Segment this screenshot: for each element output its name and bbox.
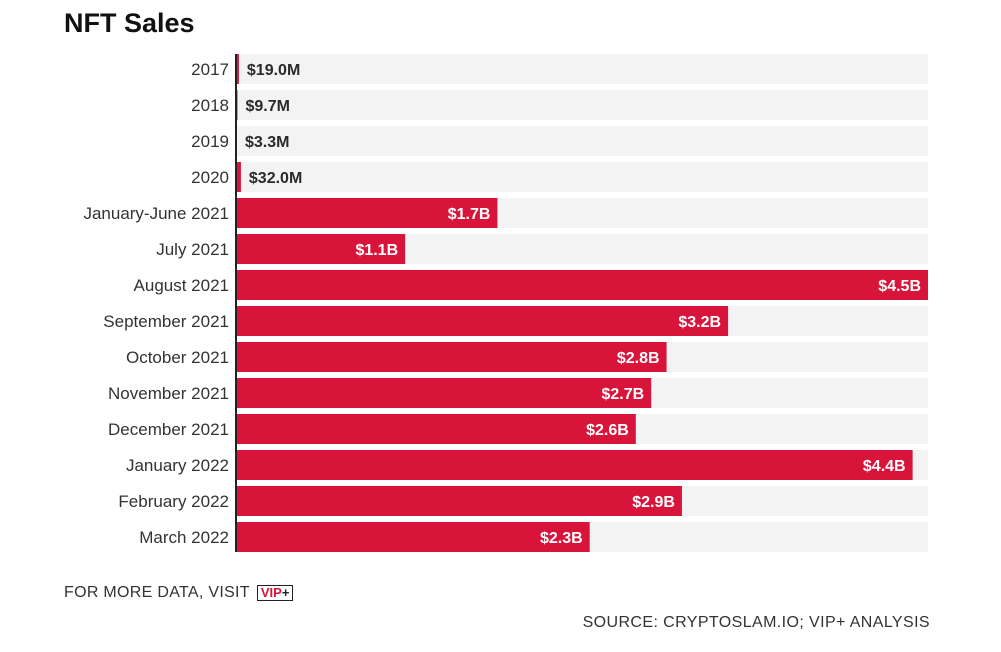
value-label: $1.7B xyxy=(448,206,491,223)
value-label: $2.7B xyxy=(601,386,644,403)
bar xyxy=(236,54,239,84)
value-label: $19.0M xyxy=(247,62,300,79)
category-label: February 2022 xyxy=(118,492,229,511)
category-label: 2017 xyxy=(191,60,229,79)
bar xyxy=(236,414,636,444)
bar xyxy=(236,378,652,408)
chart-title: NFT Sales xyxy=(64,8,195,38)
bar xyxy=(236,486,682,516)
vip-logo-plus: + xyxy=(281,585,290,600)
bar xyxy=(236,450,913,480)
bar-track xyxy=(236,162,928,192)
more-data-note: FOR MORE DATA, VISIT VIP + xyxy=(64,584,294,602)
bar-chart: 2017 $19.0M 2018 $9.7M 2019 $3.3M 2020 $32.0M Ja… xyxy=(83,54,928,552)
category-label: 2019 xyxy=(191,132,229,151)
bar-track xyxy=(236,54,928,84)
source-note: SOURCE: CRYPTOSLAM.IO; VIP+ ANALYSIS xyxy=(582,614,930,631)
category-label: October 2021 xyxy=(126,348,229,367)
vip-logo-text: VIP xyxy=(260,585,282,600)
category-label: January-June 2021 xyxy=(83,204,229,223)
value-label: $2.3B xyxy=(540,530,583,547)
bar xyxy=(236,162,241,192)
category-label: November 2021 xyxy=(108,384,229,403)
category-label: 2020 xyxy=(191,168,229,187)
bar xyxy=(236,342,667,372)
category-label: August 2021 xyxy=(134,276,229,295)
bar xyxy=(236,306,729,336)
value-label: $2.8B xyxy=(617,350,660,367)
category-label: March 2022 xyxy=(139,528,229,547)
category-label: 2018 xyxy=(191,96,229,115)
bar xyxy=(236,522,590,552)
bar-track xyxy=(236,90,928,120)
value-label: $2.9B xyxy=(632,494,675,511)
bar xyxy=(236,270,928,300)
more-data-text: FOR MORE DATA, VISIT xyxy=(64,584,250,601)
bar-track xyxy=(236,126,928,156)
value-label: $3.2B xyxy=(678,314,721,331)
value-label: $3.3M xyxy=(245,134,289,151)
value-label: $1.1B xyxy=(355,242,398,259)
value-label: $4.5B xyxy=(878,278,921,295)
vip-plus-logo[interactable]: VIP + xyxy=(256,585,294,601)
value-label: $2.6B xyxy=(586,422,629,439)
bar xyxy=(236,198,498,228)
value-label: $9.7M xyxy=(245,98,289,115)
value-label: $32.0M xyxy=(249,170,302,187)
category-label: July 2021 xyxy=(156,240,229,259)
category-label: December 2021 xyxy=(108,420,229,439)
category-label: September 2021 xyxy=(103,312,229,331)
value-label: $4.4B xyxy=(863,458,906,475)
bar xyxy=(236,234,406,264)
category-label: January 2022 xyxy=(126,456,229,475)
